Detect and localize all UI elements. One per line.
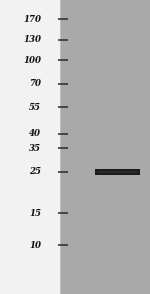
Text: 25: 25 <box>29 168 41 176</box>
Bar <box>0 0 60 294</box>
Text: 15: 15 <box>29 209 41 218</box>
Text: 55: 55 <box>29 103 41 112</box>
Text: 170: 170 <box>23 15 41 24</box>
Text: 35: 35 <box>29 144 41 153</box>
Bar <box>60 0 150 294</box>
Text: 10: 10 <box>29 241 41 250</box>
Text: 100: 100 <box>23 56 41 65</box>
Text: 70: 70 <box>29 79 41 88</box>
Text: 130: 130 <box>23 35 41 44</box>
Text: 40: 40 <box>29 129 41 138</box>
Bar <box>94 169 140 175</box>
Bar <box>97 171 137 173</box>
